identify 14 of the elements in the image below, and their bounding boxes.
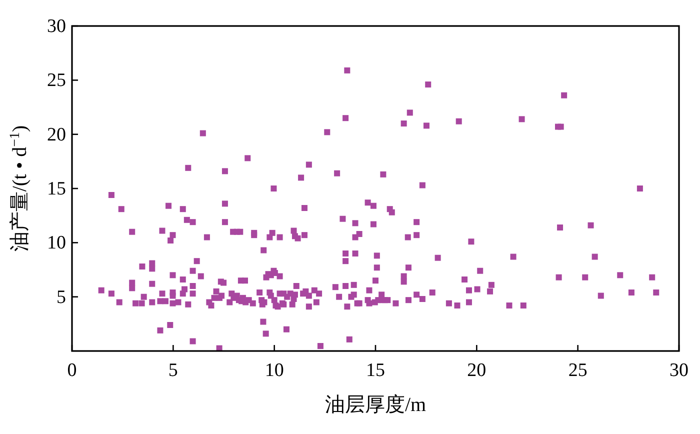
y-tick-label: 15 <box>47 178 66 200</box>
x-tick-label: 25 <box>568 360 588 381</box>
y-tick-label: 20 <box>47 124 66 146</box>
x-tick-label: 0 <box>67 360 77 381</box>
x-tick-label: 15 <box>366 360 385 381</box>
x-tick-label: 5 <box>168 360 178 381</box>
y-tick-label: 5 <box>56 286 66 308</box>
x-tick-label: 10 <box>264 360 284 381</box>
y-tick-label: 10 <box>47 232 66 254</box>
x-tick-label: 20 <box>467 360 486 381</box>
x-axis-title: 油层厚度/m <box>324 394 426 416</box>
y-tick-label: 30 <box>47 16 66 37</box>
y-tick-label: 25 <box>47 70 66 92</box>
x-tick-label: 30 <box>670 360 688 381</box>
